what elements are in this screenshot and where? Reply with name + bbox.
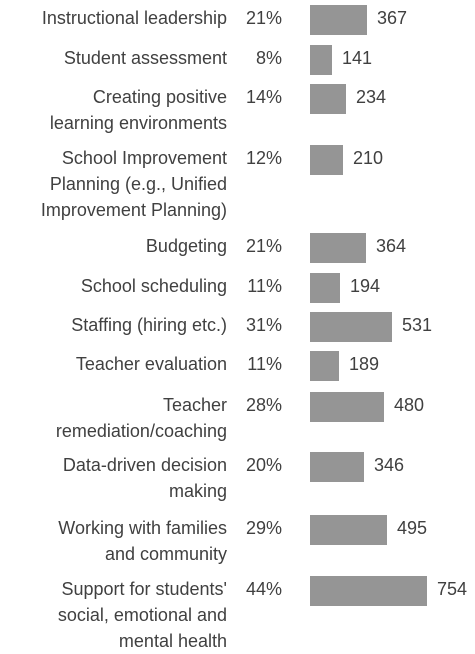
category-label-line: mental health [118,631,227,651]
percent-label: 21% [245,8,282,28]
category-label-line: Data-driven decision [62,455,227,475]
category-label-line: School Improvement [61,148,227,168]
category-label-line: School scheduling [80,276,227,296]
category-label-line: Teacher [162,395,227,415]
value-label: 234 [356,87,387,107]
category-label-line: remediation/coaching [55,421,227,441]
percent-label: 28% [245,395,282,415]
category-label: Creating positive learning environments [0,84,227,136]
value-label: 346 [374,455,405,475]
category-label: Instructional leadership [0,5,227,31]
percent-label: 20% [245,455,282,475]
percent-label: 11% [247,354,282,374]
category-label-line: Staffing (hiring etc.) [71,315,227,335]
bar [310,515,387,545]
category-label-line: Creating positive [92,87,227,107]
category-label-line: Improvement Planning) [40,200,227,220]
bar [310,452,364,482]
category-label-line: Support for students' [61,579,227,599]
value-label: 495 [397,518,428,538]
category-label-line: Teacher evaluation [75,354,227,374]
category-label-line: Planning (e.g., Unified [49,174,227,194]
value-label: 189 [349,354,380,374]
bar [310,312,392,342]
value-label: 141 [342,48,373,68]
category-label-line: Instructional leadership [41,8,227,28]
bar [310,576,427,606]
value-label: 194 [350,276,381,296]
percent-label: 21% [245,236,282,256]
bar [310,84,346,114]
bar [310,145,343,175]
percent-label: 11% [247,276,282,296]
bar [310,392,384,422]
category-label-line: learning environments [49,113,227,133]
value-label: 367 [377,8,408,28]
category-label-line: Budgeting [145,236,227,256]
value-label: 210 [353,148,384,168]
value-label: 364 [376,236,407,256]
percent-label: 8% [255,48,282,68]
category-label-line: making [168,481,227,501]
value-label: 754 [437,579,468,599]
category-label: Student assessment [0,45,227,71]
category-label-line: social, emotional and [57,605,227,625]
category-label: School Improvement Planning (e.g., Unifie… [0,145,227,223]
percent-label: 29% [245,518,282,538]
value-label: 480 [394,395,425,415]
category-label: School scheduling [0,273,227,299]
category-label-line: and community [104,544,227,564]
category-label: Staffing (hiring etc.) [0,312,227,338]
percent-label: 14% [245,87,282,107]
category-label: Teacher remediation/coaching [0,392,227,444]
percent-label: 12% [245,148,282,168]
bar [310,351,339,381]
category-label-line: Student assessment [63,48,227,68]
bar [310,5,367,35]
bar [310,273,340,303]
bar [310,45,332,75]
category-label: Teacher evaluation [0,351,227,377]
category-label-line: Working with families [58,518,227,538]
category-label: Data-driven decision making [0,452,227,504]
category-label: Working with families and community [0,515,227,567]
category-label: Budgeting [0,233,227,259]
category-label: Support for students' social, emotional a… [0,576,227,654]
bar [310,233,366,263]
percent-label: 44% [245,579,282,599]
percent-label: 31% [245,315,282,335]
value-label: 531 [402,315,433,335]
